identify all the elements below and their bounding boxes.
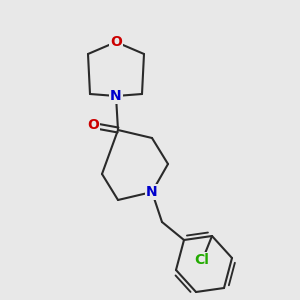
Text: O: O	[87, 118, 99, 132]
Text: O: O	[110, 35, 122, 49]
Text: N: N	[110, 89, 122, 103]
Text: N: N	[146, 185, 158, 199]
Text: Cl: Cl	[195, 253, 209, 267]
